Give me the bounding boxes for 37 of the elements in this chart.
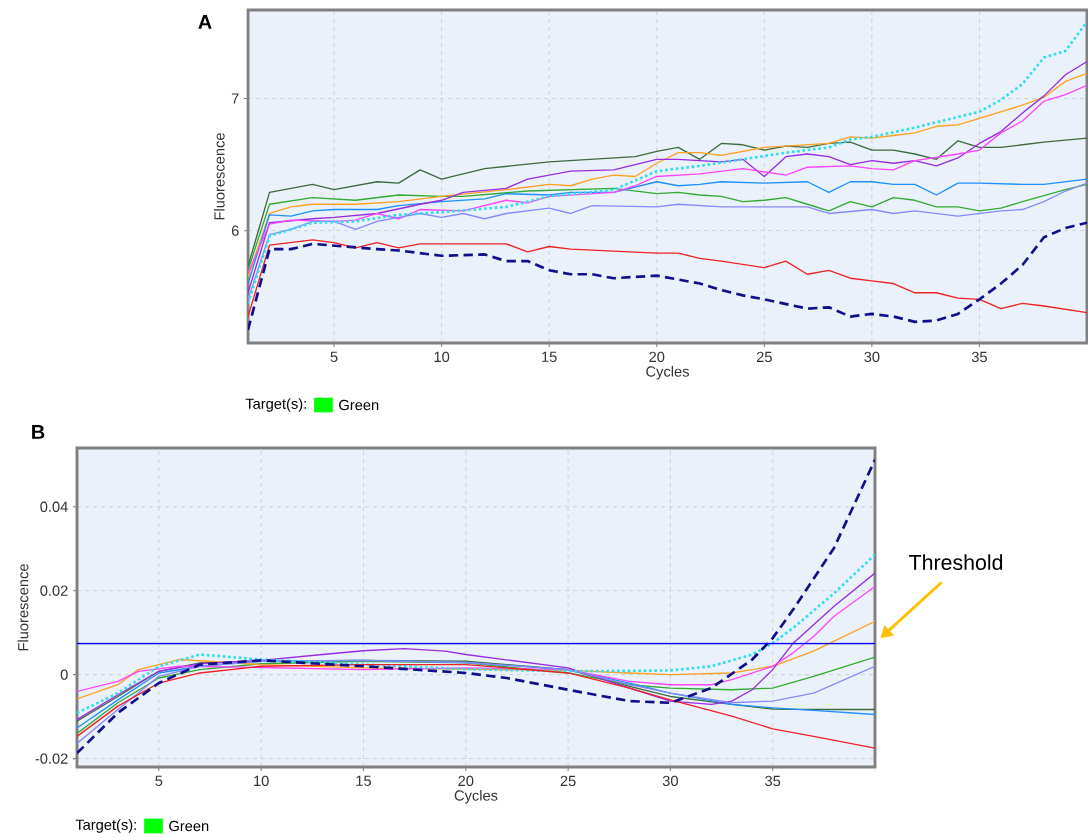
x-tick-label: 25: [756, 351, 772, 363]
x-tick-label: 10: [434, 351, 450, 363]
text: Threshold: [909, 554, 1003, 570]
y-axis-title: Fluorescence: [17, 564, 29, 651]
text: Green: [339, 399, 379, 411]
line-series: [77, 585, 875, 693]
y-axis-title: Fluorescence: [213, 133, 225, 220]
line-series: [248, 221, 1087, 332]
x-tick-label: 20: [649, 351, 665, 363]
x-tick-label: 15: [542, 351, 557, 362]
chart-title: A: [198, 15, 212, 29]
y-tick-label: 6: [231, 225, 239, 236]
line-series: [248, 183, 1087, 271]
text: Target(s):: [75, 819, 136, 833]
x-tick-label: 15: [356, 775, 371, 786]
x-tick-label: 5: [330, 351, 338, 362]
x-axis-title: Cycles: [646, 365, 689, 380]
line-series: [77, 458, 875, 755]
y-tick-label: 0.02: [40, 585, 68, 596]
x-tick-label: 25: [560, 775, 576, 787]
line-series: [248, 178, 1087, 285]
x-tick-label: 35: [765, 775, 781, 787]
line-series: [248, 182, 1087, 301]
x-tick-label: 10: [254, 775, 269, 787]
text: Target(s):: [245, 398, 306, 412]
chart-title: B: [32, 425, 45, 439]
x-tick-label: 5: [155, 775, 163, 786]
y-tick-label: 7: [231, 93, 239, 104]
x-tick-label: 35: [971, 351, 987, 363]
y-tick-label: 0: [60, 669, 68, 680]
x-axis-title: Cycles: [454, 789, 498, 804]
y-tick-label: 0.04: [40, 501, 68, 512]
y-tick-label: -0.02: [35, 753, 68, 764]
x-tick-label: 20: [458, 775, 474, 787]
text: Green: [169, 820, 209, 832]
x-tick-label: 30: [662, 775, 678, 787]
x-tick-label: 30: [864, 351, 880, 363]
